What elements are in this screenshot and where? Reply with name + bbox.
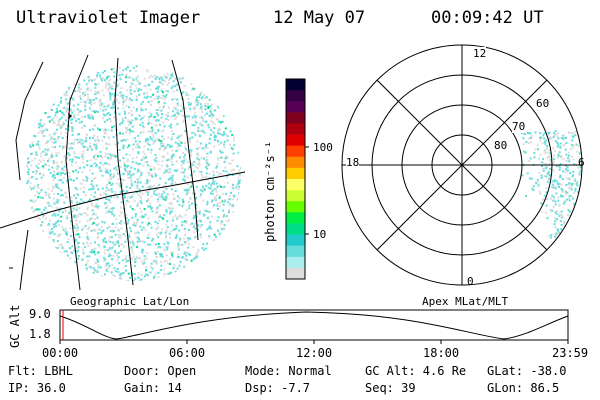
lon-line — [114, 57, 134, 286]
header-time: 00:09:42 UT — [431, 8, 544, 28]
gc-alt-xtick-1200: 12:00 — [296, 346, 333, 360]
gc-alt-ytick-1-8: 1.8 — [29, 327, 51, 341]
status-gc-alt: GC Alt: 4.6 Re — [365, 364, 467, 378]
lon-line — [15, 61, 44, 181]
sub-satellite-marker — [68, 113, 72, 119]
status-door: Door: Open — [124, 364, 197, 378]
mlat-label-80: 80 — [494, 139, 508, 152]
mlt-diagonal — [376, 79, 548, 251]
mlt-label-6: 6 — [578, 156, 585, 169]
lon-line — [19, 229, 29, 291]
mlat-label-60: 60 — [536, 97, 550, 110]
colorbar-unit-label: photon cm⁻²s⁻¹ — [263, 140, 277, 242]
color-bar — [285, 78, 309, 280]
header-date: 12 May 07 — [273, 8, 366, 28]
mlat-label-70: 70 — [512, 120, 526, 133]
status-mode: Mode: Normal — [245, 364, 332, 378]
gc-alt-xtick-0600: 06:00 — [169, 346, 206, 360]
lat-line — [0, 171, 246, 229]
status-ip: IP: 36.0 — [8, 381, 66, 395]
auroral-emission-speckle — [25, 65, 241, 281]
status-filter: Flt: LBHL — [8, 364, 74, 378]
status-glon: GLon: 86.5 — [487, 381, 560, 395]
gc-alt-xtick-0000: 00:00 — [42, 346, 79, 360]
lon-line — [65, 54, 89, 291]
apex-caption: Apex MLat/MLT — [422, 295, 509, 308]
geographic-caption: Geographic Lat/Lon — [70, 295, 190, 308]
gc-alt-axis-label: GC Alt — [8, 304, 22, 348]
mlt-label-0: 0 — [467, 275, 474, 288]
status-seq: Seq: 39 — [365, 381, 416, 395]
mlt-label-18: 18 — [346, 156, 360, 169]
geographic-grid-lines — [0, 54, 246, 291]
geographic-image — [0, 54, 246, 291]
status-dsp: Dsp: -7.7 — [245, 381, 311, 395]
polar-mlat-mlt-plot — [341, 44, 583, 286]
colorbar-tick-10: 10 — [313, 228, 327, 241]
mlt-label-12: 12 — [473, 47, 487, 60]
status-glat: GLat: -38.0 — [487, 364, 567, 378]
gc-alt-xtick-2359: 23:59 — [552, 346, 589, 360]
gc-alt-xtick-1800: 18:00 — [423, 346, 460, 360]
app-title: Ultraviolet Imager — [16, 8, 201, 28]
gc-alt-ytick-9: 9.0 — [29, 307, 51, 321]
gc-alt-strip-chart — [59, 309, 569, 344]
status-gain: Gain: 14 — [124, 381, 182, 395]
colorbar-tick-100: 100 — [313, 141, 333, 154]
altitude-trace — [59, 311, 569, 340]
auroral-emission-speckle-polar — [521, 130, 582, 242]
lon-line — [171, 59, 199, 241]
